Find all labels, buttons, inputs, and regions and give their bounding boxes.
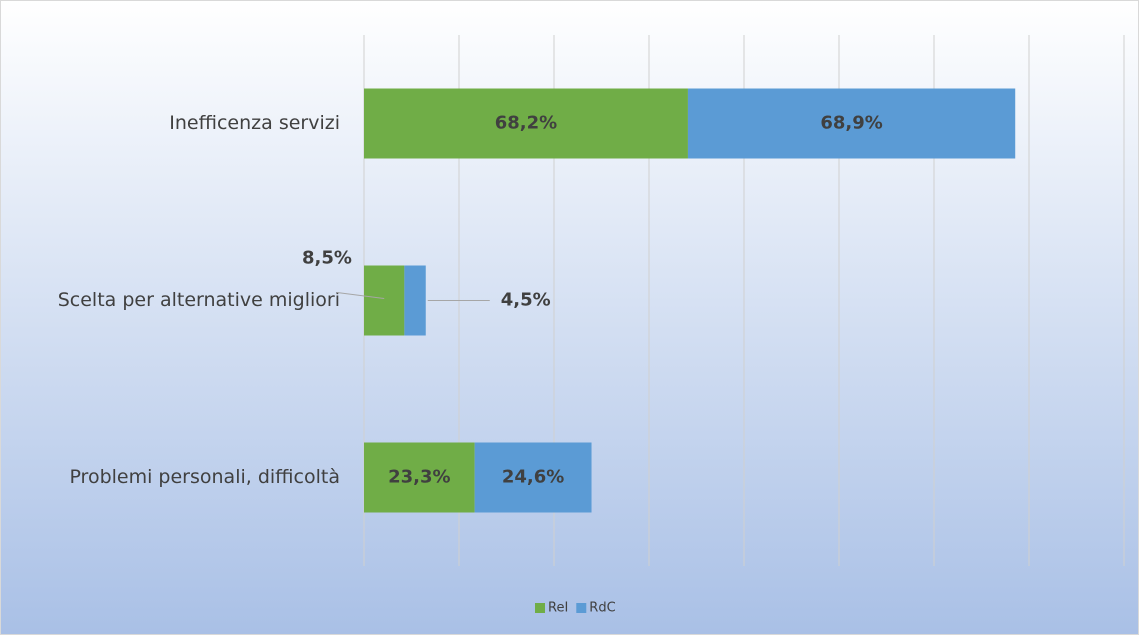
data-label: 4,5% — [501, 290, 551, 311]
data-label: 68,2% — [495, 113, 557, 134]
leader-line — [336, 292, 385, 299]
category-label: Inefficenza servizi — [169, 112, 340, 134]
category-label: Problemi personali, difficoltà — [69, 466, 340, 488]
category-label: Scelta per alternative migliori — [58, 289, 340, 311]
bar-segment — [687, 88, 1016, 159]
bar-segment — [364, 442, 475, 513]
legend-swatch — [535, 603, 545, 613]
legend-label: RdC — [589, 601, 615, 616]
data-label: 24,6% — [502, 467, 564, 488]
bar-segment — [474, 442, 592, 513]
data-label: 8,5% — [302, 248, 352, 269]
data-label: 68,9% — [820, 113, 882, 134]
bar-segment — [404, 265, 426, 336]
legend-swatch — [576, 603, 587, 613]
data-label: 23,3% — [388, 467, 450, 488]
legend-label: ReI — [548, 601, 568, 616]
bar-segment — [364, 265, 405, 336]
bar-segment — [364, 88, 688, 159]
